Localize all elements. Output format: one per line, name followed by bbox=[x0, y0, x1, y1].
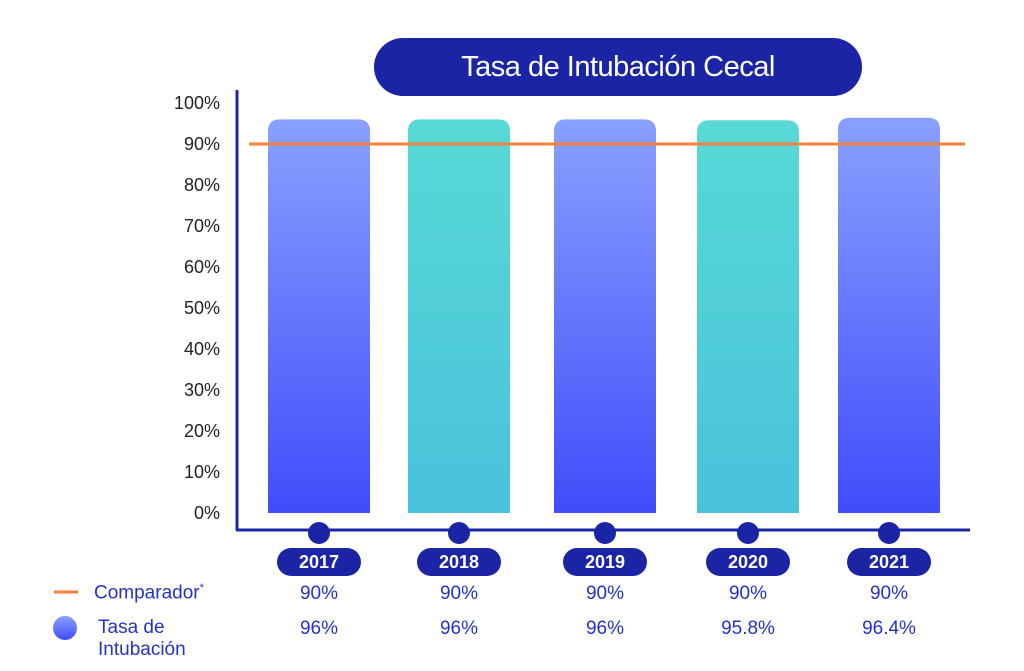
year-pill bbox=[706, 548, 790, 576]
x-tick-label: 2019 bbox=[585, 552, 625, 572]
rate-value-2017: 96% bbox=[299, 618, 339, 639]
bar-2019 bbox=[554, 119, 656, 514]
comparator-legend-swatch bbox=[54, 590, 78, 594]
comparator-value-2017: 90% bbox=[299, 583, 339, 604]
rate-legend-swatch bbox=[53, 616, 77, 640]
y-tick-label: 0% bbox=[194, 503, 220, 523]
comparator-value-2020: 90% bbox=[728, 583, 768, 604]
y-tick-label: 90% bbox=[184, 134, 220, 154]
bar-2017 bbox=[268, 119, 370, 514]
comparator-value-2018: 90% bbox=[439, 583, 479, 604]
comparator-value-2021: 90% bbox=[869, 583, 909, 604]
y-tick-label: 50% bbox=[184, 298, 220, 318]
year-pill bbox=[847, 548, 931, 576]
year-pill bbox=[277, 548, 361, 576]
x-axis-dot bbox=[308, 522, 330, 544]
x-axis-dot bbox=[737, 522, 759, 544]
comparator-legend-label: Comparador* bbox=[94, 582, 204, 604]
bar-2020 bbox=[697, 120, 799, 513]
rate-value-2020: 95.8% bbox=[721, 618, 775, 639]
y-tick-label: 10% bbox=[184, 462, 220, 482]
x-axis-dot bbox=[878, 522, 900, 544]
rate-value-2018: 96% bbox=[439, 618, 479, 639]
x-tick-label: 2017 bbox=[299, 552, 339, 572]
rate-value-2021: 96.4% bbox=[862, 618, 916, 639]
y-tick-label: 20% bbox=[184, 421, 220, 441]
y-tick-label: 30% bbox=[184, 380, 220, 400]
comparator-footnote-mark: * bbox=[199, 582, 204, 594]
y-tick-label: 80% bbox=[184, 175, 220, 195]
y-tick-label: 70% bbox=[184, 216, 220, 236]
y-tick-label: 60% bbox=[184, 257, 220, 277]
x-tick-label: 2021 bbox=[869, 552, 909, 572]
rate-legend-label: Tasa de Intubación bbox=[98, 617, 186, 660]
y-tick-label: 100% bbox=[174, 93, 220, 113]
x-tick-label: 2018 bbox=[439, 552, 479, 572]
bar-2018 bbox=[408, 119, 510, 514]
comparator-value-2019: 90% bbox=[585, 583, 625, 604]
year-pill bbox=[417, 548, 501, 576]
year-pill bbox=[563, 548, 647, 576]
x-axis-dot bbox=[594, 522, 616, 544]
bar-2021 bbox=[838, 117, 940, 513]
x-axis-dot bbox=[448, 522, 470, 544]
y-tick-label: 40% bbox=[184, 339, 220, 359]
rate-value-2019: 96% bbox=[585, 618, 625, 639]
comparator-legend-text: Comparador bbox=[94, 582, 200, 604]
chart-title: Tasa de Intubación Cecal bbox=[374, 38, 862, 96]
x-tick-label: 2020 bbox=[728, 552, 768, 572]
